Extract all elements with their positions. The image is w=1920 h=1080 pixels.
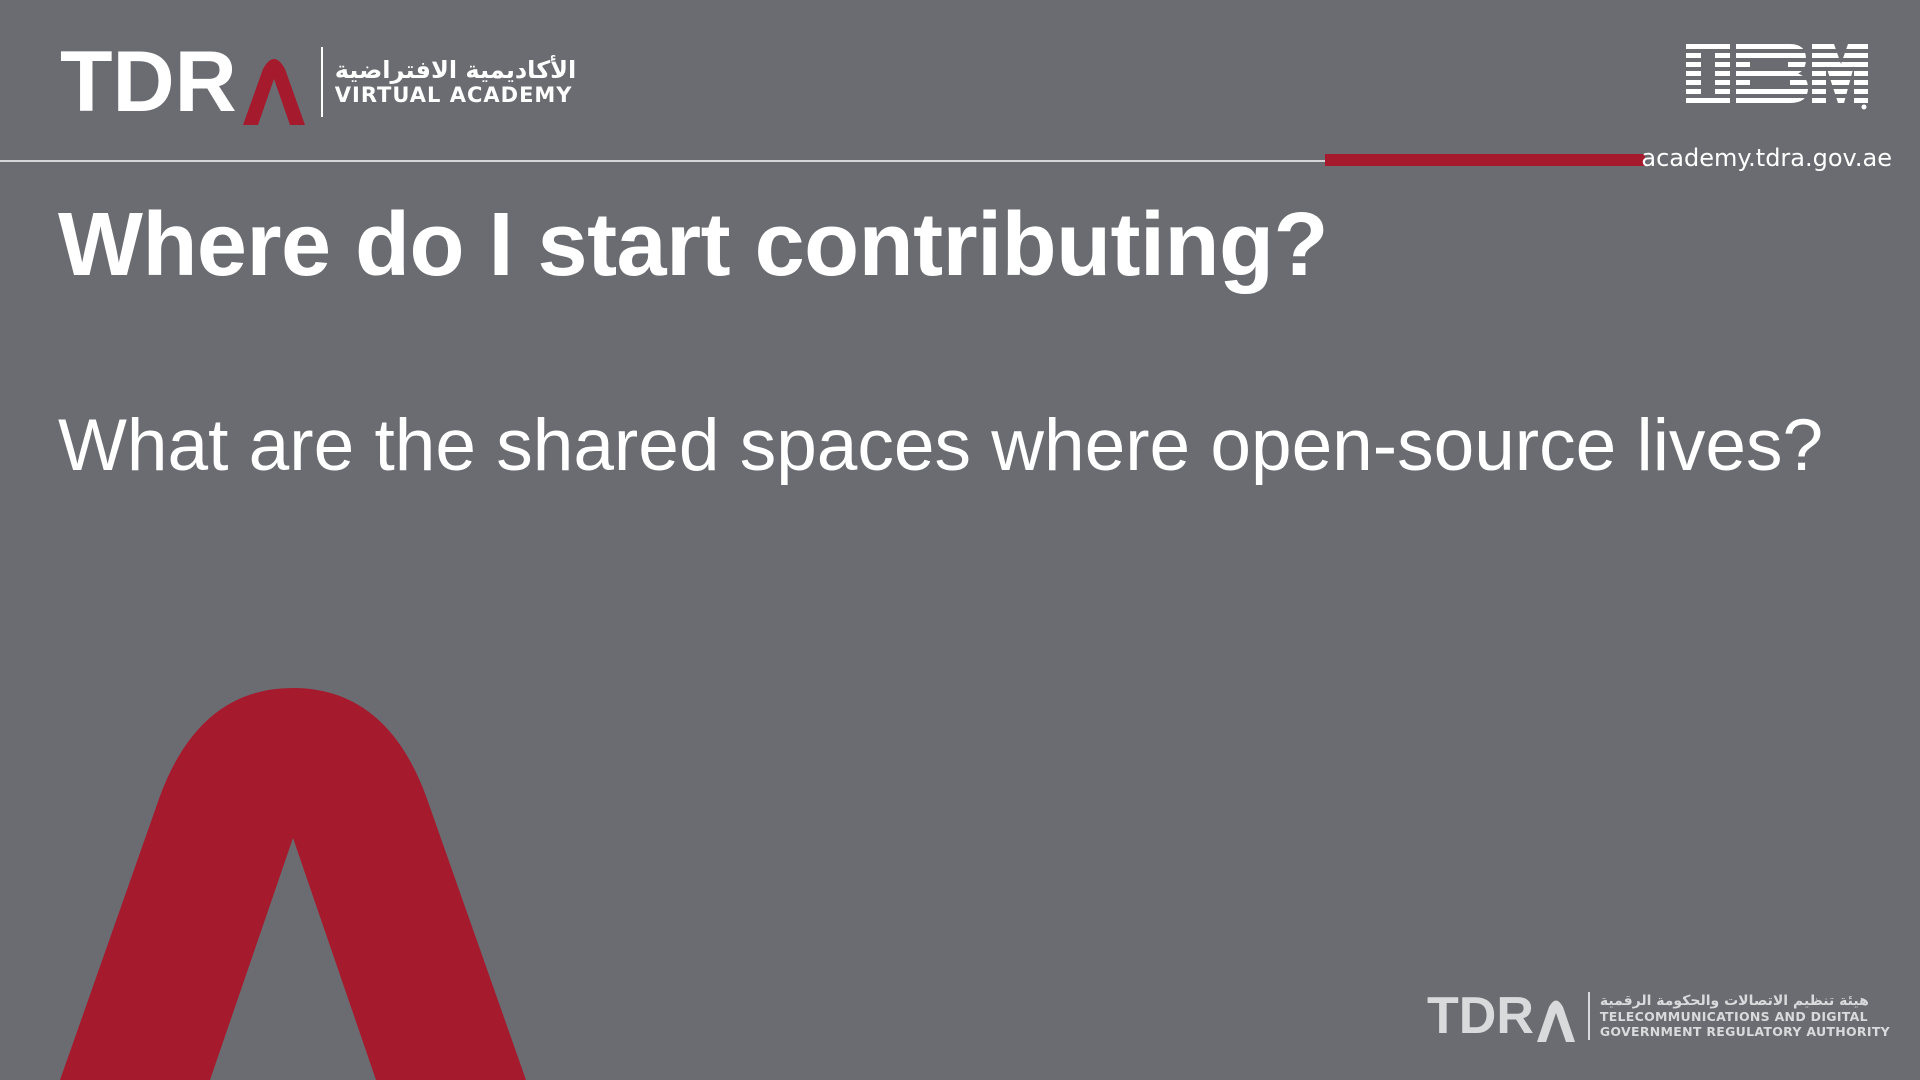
footer-wordmark-text: TDR	[1427, 987, 1534, 1045]
slide-subtitle: What are the shared spaces where open-so…	[58, 405, 1824, 486]
ibm-logo-icon	[1686, 44, 1868, 110]
brand-subtitle-english: VIRTUAL ACADEMY	[334, 82, 573, 107]
footer-logo-divider	[1587, 992, 1590, 1040]
header-divider-line	[0, 160, 1325, 162]
tdra-a-icon	[242, 59, 305, 125]
tdra-wordmark: TDR	[60, 39, 307, 125]
tdra-wordmark-text: TDR	[60, 34, 237, 130]
brand-subtitle: الأكاديمية الافتراضية VIRTUAL ACADEMY	[334, 56, 577, 107]
footer-authority-name: هيئة تنظيم الاتصالات والحكومة الرقمية TE…	[1600, 993, 1890, 1040]
footer-authority-arabic: هيئة تنظيم الاتصالات والحكومة الرقمية	[1599, 992, 1869, 1009]
tdra-virtual-academy-logo: TDR الأكاديمية الافتراضية VIRTUAL ACADEM…	[60, 39, 577, 125]
slide-title: Where do I start contributing?	[58, 195, 1328, 295]
brand-subtitle-arabic: الأكاديمية الافتراضية	[334, 56, 577, 85]
footer-tdra-a-icon	[1536, 1000, 1575, 1042]
footer-wordmark: TDR	[1427, 990, 1576, 1042]
footer-authority-english-line1: TELECOMMUNICATIONS AND DIGITAL	[1599, 1009, 1868, 1025]
logo-divider	[320, 47, 323, 117]
header-accent-bar	[1325, 154, 1645, 166]
site-url: academy.tdra.gov.ae	[1641, 144, 1892, 172]
tdra-authority-logo: TDR هيئة تنظيم الاتصالات والحكومة الرقمي…	[1427, 990, 1890, 1042]
large-a-decoration	[60, 688, 526, 1080]
footer-authority-english-line2: GOVERNMENT REGULATORY AUTHORITY	[1599, 1024, 1890, 1040]
